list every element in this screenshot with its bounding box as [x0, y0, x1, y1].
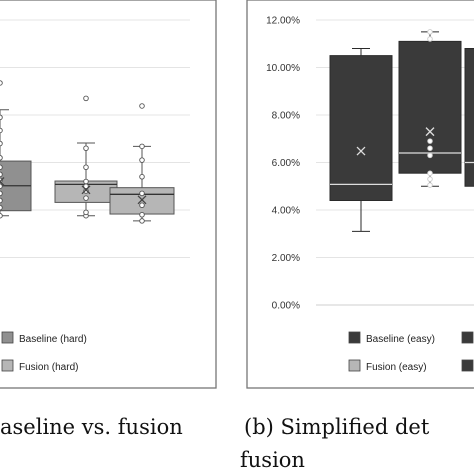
box-body: [464, 48, 474, 187]
right-chart-y-axis: 0.00% 2.00% 4.00% 6.00% 8.00% 10.00% 12.00%: [266, 16, 300, 312]
data-point: [0, 183, 3, 189]
mean-marker: [81, 185, 91, 195]
data-point: [427, 182, 433, 188]
data-point: [139, 218, 145, 224]
data-point: [83, 209, 89, 216]
legend-label: Fusion (hard): [19, 362, 78, 373]
data-point: [0, 80, 3, 86]
data-point: [427, 29, 433, 35]
data-point: [83, 145, 89, 151]
data-point: [83, 178, 89, 185]
mean-marker: [0, 177, 5, 183]
data-point: [139, 143, 145, 150]
data-point: [139, 173, 145, 180]
data-point: [139, 103, 145, 109]
data-point: [427, 36, 433, 42]
legend-swatch-cropped: [461, 331, 474, 344]
y-tick-label: 4.00%: [272, 206, 300, 217]
data-point: [139, 190, 145, 197]
mean-marker: [0, 180, 5, 186]
mean-marker: [137, 195, 147, 205]
left-chart-panel: Baseline (hard) Fusion (hard): [0, 0, 217, 389]
data-point: [427, 152, 433, 159]
right-chart-legend: Baseline (easy) Fusion (easy): [348, 331, 474, 373]
legend-swatch-cropped: [461, 359, 474, 372]
legend-swatch: [1, 359, 14, 372]
data-point: [83, 95, 89, 102]
legend-label: Baseline (hard): [19, 334, 87, 345]
data-point: [427, 145, 433, 151]
left-chart-plot-area: [0, 80, 175, 224]
right-chart-panel: 0.00% 2.00% 4.00% 6.00% 8.00% 10.00% 12.00% Ba…: [246, 0, 474, 389]
legend-swatch: [348, 359, 361, 372]
y-tick-label: 8.00%: [272, 111, 300, 122]
legend-label: Fusion (easy): [366, 362, 427, 373]
data-point: [0, 197, 3, 204]
data-point: [83, 164, 89, 170]
box-body: [329, 55, 393, 201]
box-body: [398, 40, 462, 174]
y-tick-label: 12.00%: [266, 16, 300, 27]
caption-right: (b) Simplified det: [244, 415, 430, 439]
mean-marker: [356, 146, 366, 156]
right-chart-plot-area: [329, 29, 474, 232]
data-point: [0, 204, 3, 211]
y-tick-label: 2.00%: [272, 253, 300, 264]
data-point: [0, 127, 3, 134]
data-point: [0, 114, 3, 121]
data-point: [0, 190, 3, 197]
caption-left: aseline vs. fusion: [0, 415, 183, 439]
data-point: [427, 170, 433, 176]
y-tick-label: 6.00%: [272, 158, 300, 169]
data-point: [83, 195, 89, 201]
legend-swatch: [348, 331, 361, 344]
legend-label: Baseline (easy): [366, 334, 435, 345]
data-point: [0, 140, 3, 147]
left-chart-legend: Baseline (hard) Fusion (hard): [1, 331, 87, 373]
data-point: [0, 171, 3, 178]
y-tick-label: 10.00%: [266, 63, 300, 74]
data-point: [427, 138, 433, 144]
data-point: [139, 211, 145, 218]
data-point: [0, 212, 3, 219]
legend-swatch: [1, 331, 14, 344]
data-point: [139, 157, 145, 163]
data-point: [0, 155, 3, 161]
data-point: [0, 164, 3, 170]
y-tick-label: 0.00%: [272, 301, 300, 312]
data-point: [427, 176, 433, 182]
caption-right-line2: fusion: [240, 448, 305, 472]
mean-marker: [425, 127, 435, 137]
data-point: [139, 202, 145, 208]
